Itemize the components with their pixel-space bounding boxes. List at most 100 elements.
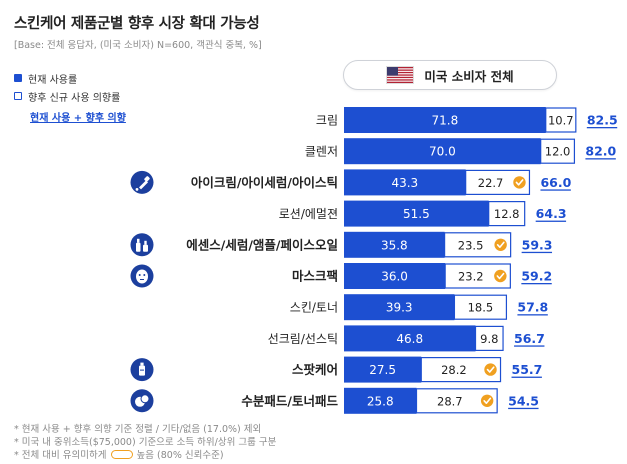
legend-total-label: 현재 사용 + 향후 의향 [30,113,126,124]
bar-total-underline [521,283,552,285]
bar-total-value: 57.8 [517,300,548,315]
footnote-3-pre: * 전체 대비 유의미하게 [14,450,107,461]
bar-current-value: 25.8 [367,394,394,408]
legend-new-label: 향후 신규 사용 의향률 [28,92,121,104]
check-mark-icon [515,179,524,186]
bar-current-value: 36.0 [381,270,408,284]
bar-total-underline [508,407,539,410]
bar-new-value: 9.8 [480,332,498,346]
bar-new-value: 22.7 [478,176,504,190]
bar-total-underline [535,220,567,222]
bar-total-underline [586,127,618,129]
bar-new-value: 18.5 [468,301,494,315]
legend-current-swatch [14,74,22,82]
bar-total-value: 66.0 [540,175,571,190]
bar-current-value: 39.3 [386,301,413,315]
bar-total-value: 54.5 [508,393,539,408]
page-subtitle: [Base: 전체 응답자, (미국 소비자) N=600, 객관식 중복, %… [14,40,262,51]
bar-current-value: 51.5 [403,207,430,221]
segment-label: 미국 소비자 전체 [424,68,514,84]
significance-check-icon [513,176,526,189]
bar-new-value: 12.0 [545,145,571,159]
bar-total-underline [521,251,553,254]
category-label: 수분패드/토너패드 [241,393,338,408]
bar-total-underline [585,158,616,160]
category-label: 스킨/토너 [290,301,338,315]
category-label: 로션/에멀젼 [279,207,338,221]
footnote-3-post: 높음 (80% 신뢰수준) [136,450,224,461]
bar-new-value: 23.2 [458,270,484,284]
bar-new [545,107,577,133]
bar-new [453,294,508,320]
bar-total-value: 64.3 [536,206,567,221]
bar-current-value: 46.8 [396,332,423,346]
check-mark-icon [496,241,505,248]
bar-new [488,201,526,227]
bar-total-underline [514,345,545,347]
bar-current [344,263,446,289]
serum-bottles-icon [130,233,154,257]
bar-total-value: 55.7 [512,362,543,377]
bar-total-value: 82.0 [585,144,616,159]
bar-current-value: 70.0 [429,145,456,159]
bar-current [344,107,546,133]
check-mark-icon [483,397,492,404]
bar-current [344,231,445,258]
significance-check-icon [480,394,494,407]
bar-total-underline [511,376,542,378]
legend-new: 향후 신규 사용 의향률 [14,87,126,105]
bar-total-underline [540,189,571,191]
bar-total-value: 56.7 [514,331,545,346]
bar-new-value: 10.7 [548,114,574,128]
bar-new [540,138,576,164]
spot-tube-icon [130,358,154,382]
highlight-marker-icon [110,450,133,459]
category-label: 클렌저 [305,145,338,159]
bar-current [344,169,466,196]
category-label: 크림 [316,114,338,128]
category-label: 아이크림/아이세럼/아이스틱 [191,175,338,190]
significance-check-icon [494,238,507,251]
bar-current [344,138,541,165]
bar-current [344,387,417,414]
bar-total-value: 82.5 [587,113,618,128]
bar-current-value: 35.8 [381,238,408,252]
bar-total-underline [517,314,548,316]
legend: 현재 사용률 향후 신규 사용 의향률 현재 사용 + 향후 의향 [14,69,126,124]
dropper-icon [130,170,154,194]
bar-current-value: 71.8 [432,114,459,128]
face-mask-icon [130,264,154,288]
category-label: 마스크팩 [292,269,338,284]
bar-current [344,325,476,352]
bar-new-value: 28.2 [441,363,467,377]
footnote-1: * 현재 사용 + 향후 의향 기준 정렬 / 기타/없음 (17.0%) 제외 [14,424,262,435]
check-mark-icon [486,366,495,373]
check-mark-icon [496,272,505,280]
category-label: 에센스/세럼/앰플/페이스오일 [186,237,338,252]
legend-new-swatch [14,92,22,100]
page-title: 스킨케어 제품군별 향후 시장 확대 가능성 [14,16,260,32]
bar-total-value: 59.3 [522,237,553,252]
bar-new-value: 12.8 [494,207,520,221]
bar-total-value: 59.2 [521,269,552,284]
significance-check-icon [484,363,497,376]
bar-current-value: 43.3 [391,176,418,190]
legend-current-label: 현재 사용률 [28,74,78,86]
bar-current [344,294,455,321]
footnote-3: * 전체 대비 유의미하게 높음 (80% 신뢰수준) [14,447,224,461]
bar-current-value: 27.5 [369,363,396,377]
footnote-2: * 미국 내 중위소득($75,000) 기준으로 소득 하위/상위 그룹 구분 [14,437,277,448]
us-flag-icon [386,66,415,84]
significance-check-icon [494,269,507,283]
legend-current: 현재 사용률 [14,69,126,87]
category-label: 스팟케어 [292,362,338,377]
bar-current [344,356,422,383]
bar-new [474,325,504,351]
bar-new-value: 23.5 [458,238,484,252]
bar-current [344,200,489,227]
cotton-pad-icon [130,389,154,413]
segment-pill: 미국 소비자 전체 [343,60,557,90]
category-label: 선크림/선스틱 [268,332,338,346]
bar-new-value: 28.7 [437,394,463,408]
